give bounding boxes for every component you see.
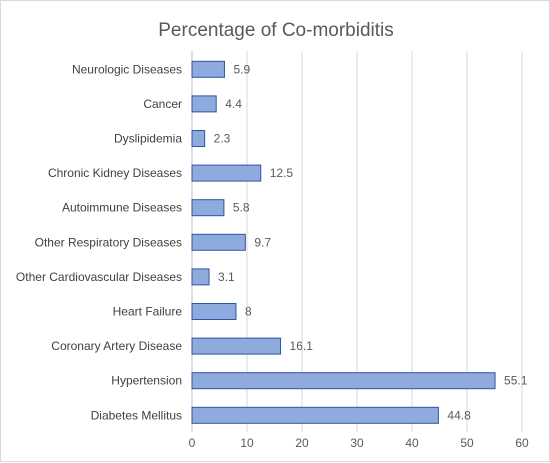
- data-label: 12.5: [270, 166, 294, 180]
- x-tick-label: 0: [189, 436, 196, 450]
- gridlines: [191, 51, 523, 432]
- data-label: 3.1: [218, 270, 235, 284]
- data-label: 5.8: [233, 201, 250, 215]
- bar: [191, 130, 206, 147]
- category-label: Other Cardiovascular Diseases: [16, 270, 182, 284]
- data-label: 9.7: [254, 235, 271, 249]
- x-tick-label: 10: [240, 436, 254, 450]
- data-labels: 5.9 4.4 2.3 12.5 5.8 9.7 3.1 8 16.1 55.1 44.8: [214, 62, 528, 422]
- x-tick-label: 30: [350, 436, 364, 450]
- bar: [191, 199, 225, 217]
- category-label: Other Respiratory Diseases: [35, 235, 182, 249]
- category-label: Autoimmune Diseases: [62, 201, 182, 215]
- category-label: Cancer: [143, 97, 182, 111]
- bar: [191, 164, 262, 182]
- bars: [191, 60, 496, 424]
- data-label: 44.8: [447, 408, 471, 422]
- category-label: Hypertension: [111, 374, 182, 388]
- bar: [191, 60, 225, 78]
- bar: [191, 303, 237, 320]
- data-label: 16.1: [290, 339, 314, 353]
- bar: [191, 337, 282, 355]
- category-label: Neurologic Diseases: [72, 62, 182, 76]
- x-tick-label: 50: [460, 436, 474, 450]
- x-axis-ticks: 0 10 20 30 40 50 60: [189, 436, 529, 450]
- category-label: Diabetes Mellitus: [91, 408, 182, 422]
- data-label: 4.4: [225, 97, 242, 111]
- data-label: 8: [245, 305, 252, 319]
- x-tick-label: 60: [515, 436, 529, 450]
- bar: [191, 95, 217, 113]
- x-tick-label: 20: [295, 436, 309, 450]
- chart-title: Percentage of Co-morbiditis: [158, 20, 394, 41]
- category-label: Heart Failure: [113, 305, 183, 319]
- bar: [191, 372, 496, 390]
- bar: [191, 406, 439, 424]
- category-labels: Neurologic Diseases Cancer Dyslipidemia Chr…: [16, 62, 182, 422]
- x-tick-label: 40: [405, 436, 419, 450]
- data-label: 5.9: [233, 62, 250, 76]
- bar: [191, 233, 246, 251]
- data-label: 55.1: [504, 374, 528, 388]
- bar: [191, 268, 210, 286]
- data-label: 2.3: [214, 132, 231, 146]
- category-label: Chronic Kidney Diseases: [48, 166, 182, 180]
- category-label: Dyslipidemia: [114, 132, 182, 146]
- category-label: Coronary Artery Disease: [51, 339, 182, 353]
